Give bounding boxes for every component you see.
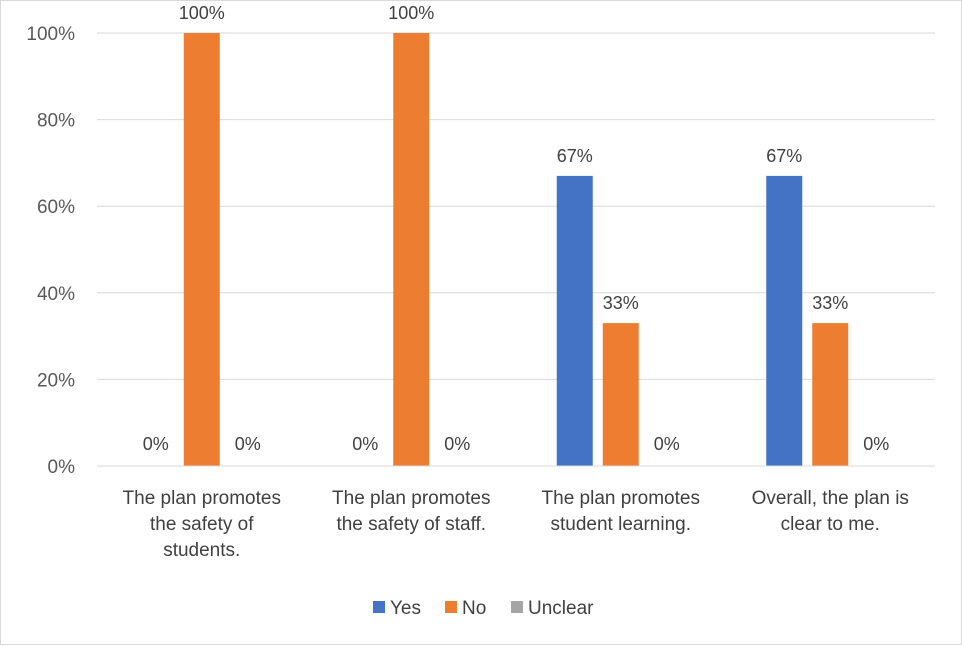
gridlines — [97, 32, 935, 380]
legend-label: Yes — [390, 598, 421, 619]
y-tick-label: 20% — [37, 370, 75, 391]
category-label: Overall, the plan is clear to me. — [752, 488, 909, 535]
y-tick-label: 0% — [48, 457, 76, 478]
legend-label: Unclear — [528, 598, 594, 619]
data-label: 33% — [603, 293, 639, 313]
legend-swatch-no — [445, 601, 457, 613]
category-label: The plan promotes student learning. — [542, 488, 700, 535]
legend: Yes No Unclear — [373, 598, 594, 619]
category-label-line: student learning. — [551, 514, 692, 535]
legend-swatch-unclear — [511, 601, 523, 613]
category-label-line: Overall, the plan is — [752, 488, 909, 509]
y-tick-label: 60% — [37, 197, 75, 218]
data-label: 0% — [235, 434, 261, 454]
data-label: 33% — [812, 293, 848, 313]
category-label-line: The plan promotes — [123, 488, 281, 509]
data-label: 0% — [143, 434, 169, 454]
bars — [183, 33, 849, 466]
category-label-line: the safety of staff. — [336, 514, 486, 535]
data-label: 67% — [766, 146, 802, 166]
category-label-line: The plan promotes — [542, 488, 700, 509]
data-label: 0% — [352, 434, 378, 454]
category-label: The plan promotes the safety of students. — [123, 488, 281, 561]
bar-no — [812, 323, 849, 466]
category-label-line: students. — [163, 540, 240, 561]
data-labels: 0% 100% 0% 0% 100% 0% 67% 33% 0% 67% 33% 0% — [143, 3, 890, 454]
y-axis-ticks: 0% 20% 40% 60% 80% 100% — [26, 24, 75, 478]
category-label-line: clear to me. — [781, 514, 880, 535]
bar-no — [183, 33, 220, 466]
data-label: 67% — [557, 146, 593, 166]
category-label-line: the safety of — [150, 514, 254, 535]
data-label: 0% — [863, 434, 889, 454]
data-label: 0% — [654, 434, 680, 454]
data-label: 100% — [179, 3, 225, 23]
bar-yes — [556, 175, 593, 466]
bar-yes — [766, 175, 803, 466]
y-tick-label: 100% — [26, 24, 75, 45]
y-tick-label: 40% — [37, 284, 75, 305]
category-labels: The plan promotes the safety of students.T… — [123, 488, 909, 561]
data-label: 0% — [444, 434, 470, 454]
category-label: The plan promotes the safety of staff. — [332, 488, 490, 535]
legend-label: No — [462, 598, 486, 619]
bar-no — [602, 323, 639, 466]
data-label: 100% — [388, 3, 434, 23]
bar-no — [393, 33, 430, 466]
y-tick-label: 80% — [37, 111, 75, 132]
legend-swatch-yes — [373, 601, 385, 613]
category-label-line: The plan promotes — [332, 488, 490, 509]
